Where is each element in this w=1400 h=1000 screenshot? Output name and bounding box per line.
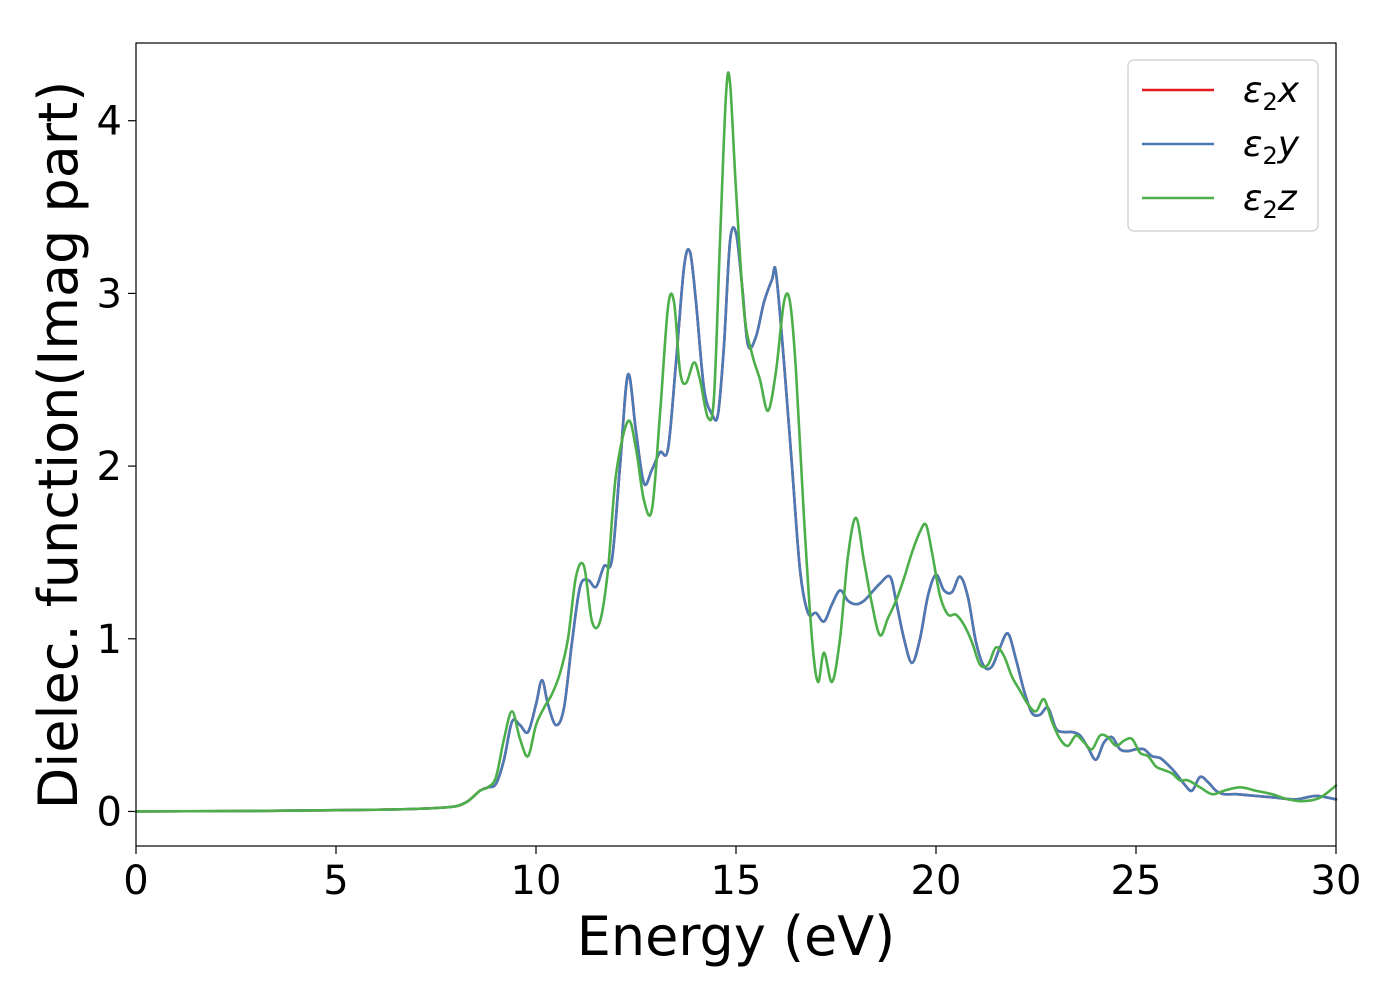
legend: ε2x ε2y ε2z xyxy=(1127,59,1319,232)
x-axis-ticks: 0 5 10 15 20 25 30 xyxy=(123,846,1361,904)
y-axis-ticks: 0 1 2 3 4 xyxy=(97,99,136,835)
x-axis-label: Energy (eV) xyxy=(577,905,896,968)
y-axis-label: Dielec. function(Imag part) xyxy=(27,81,90,810)
legend-box xyxy=(1127,59,1319,232)
plot-frame xyxy=(135,42,1337,847)
legend-label-z: ε2z xyxy=(1243,178,1298,224)
x-tick-label: 0 xyxy=(123,858,148,904)
series-line-z xyxy=(134,71,1338,813)
legend-label-x: ε2x xyxy=(1243,70,1300,116)
y-tick-label: 2 xyxy=(97,444,122,490)
legend-label-y: ε2y xyxy=(1243,124,1300,170)
x-tick-label: 5 xyxy=(323,858,348,904)
x-tick-label: 30 xyxy=(1311,858,1362,904)
y-tick-label: 1 xyxy=(97,617,122,663)
y-tick-label: 0 xyxy=(97,789,122,835)
x-tick-label: 10 xyxy=(511,858,562,904)
x-tick-label: 15 xyxy=(711,858,762,904)
series-lines xyxy=(134,71,1338,813)
x-tick-label: 20 xyxy=(911,858,962,904)
x-tick-label: 25 xyxy=(1111,858,1162,904)
series-line-y xyxy=(134,226,1338,813)
y-tick-label: 3 xyxy=(97,271,122,317)
y-tick-label: 4 xyxy=(97,99,122,145)
